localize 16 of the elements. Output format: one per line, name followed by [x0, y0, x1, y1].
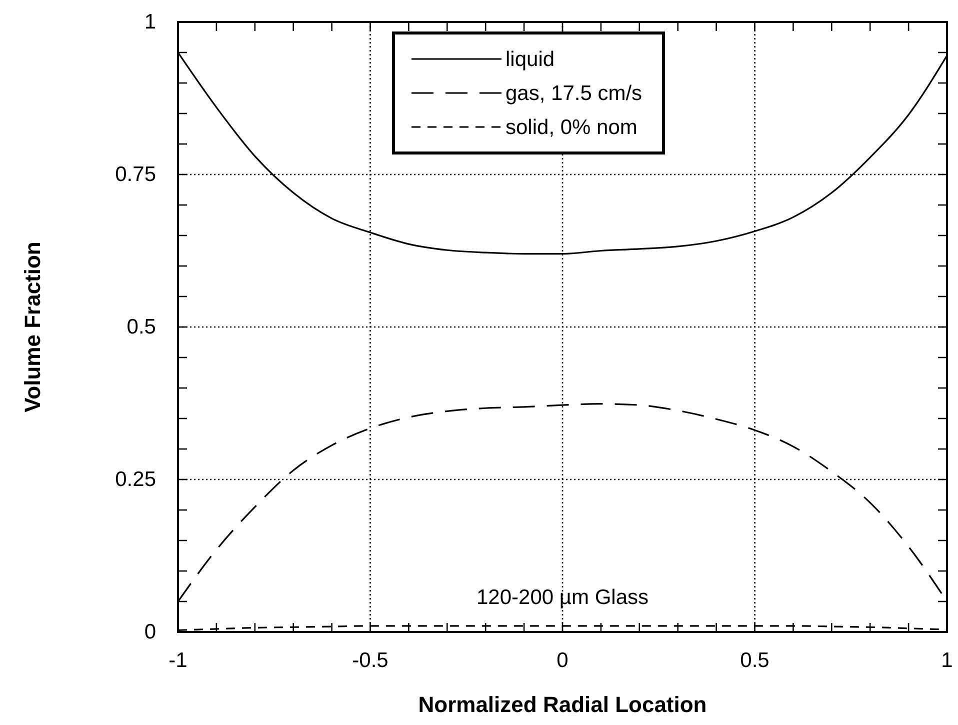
x-axis-title: Normalized Radial Location [418, 692, 707, 717]
y-tick-label: 0 [144, 620, 156, 644]
legend-label: liquid [506, 48, 555, 71]
x-tick-label: 1 [941, 648, 953, 672]
x-tick-label: -1 [168, 648, 188, 672]
x-tick-label: -0.5 [352, 648, 388, 672]
y-axis-title: Volume Fraction [20, 242, 45, 412]
legend-label: solid, 0% nom [506, 116, 638, 139]
y-tick-label: 1 [144, 10, 156, 34]
x-tick-label: 0 [556, 648, 568, 672]
y-tick-label: 0.75 [115, 163, 156, 186]
y-tick-label: 0.5 [126, 316, 156, 339]
x-tick-label: 0.5 [740, 648, 770, 672]
y-tick-label: 0.25 [115, 468, 156, 492]
annotation: 120-200 µm Glass [476, 586, 649, 609]
legend-label: gas, 17.5 cm/s [506, 82, 642, 105]
